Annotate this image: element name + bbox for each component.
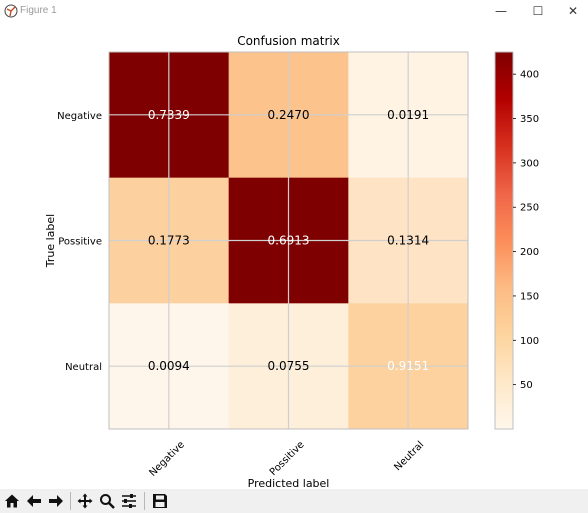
navigation-toolbar <box>0 489 588 513</box>
colorbar-tick-label: 300 <box>520 158 539 169</box>
back-button[interactable] <box>24 491 44 511</box>
cell-value-label: 0.1773 <box>148 234 190 248</box>
pan-icon <box>77 493 93 509</box>
cell-value-label: 0.2470 <box>268 108 310 122</box>
save-icon <box>153 494 167 508</box>
close-button[interactable]: ✕ <box>556 0 588 22</box>
chart-title: Confusion matrix <box>237 34 340 48</box>
home-button[interactable] <box>2 491 22 511</box>
forward-button[interactable] <box>46 491 66 511</box>
window-title: Figure 1 <box>20 5 57 16</box>
pan-button[interactable] <box>75 491 95 511</box>
x-tick-label: Possitive <box>268 439 307 478</box>
colorbar-tick-label: 150 <box>520 291 539 302</box>
y-axis-label: True label <box>44 214 57 268</box>
cell-value-label: 0.0755 <box>268 359 310 373</box>
y-tick-label: Negative <box>57 111 102 122</box>
y-tick-label: Neutral <box>65 362 102 373</box>
configure-subplots-icon <box>122 494 136 508</box>
cell-value-label: 0.7339 <box>148 108 190 122</box>
x-axis-label: Predicted label <box>248 477 330 489</box>
minimize-button[interactable]: — <box>484 0 518 22</box>
window-titlebar: Figure 1 — ☐ ✕ <box>0 0 588 25</box>
colorbar-tick-label: 100 <box>520 336 539 347</box>
save-button[interactable] <box>150 491 170 511</box>
x-tick-label: Neutral <box>392 439 426 473</box>
maximize-button[interactable]: ☐ <box>521 0 555 22</box>
matplotlib-icon <box>4 4 18 18</box>
colorbar <box>494 51 514 430</box>
colorbar-tick-label: 200 <box>520 247 539 258</box>
figure-canvas: 0.7339 0.2470 0.0191 0.1773 0.6913 0.1314 0.00… <box>0 24 588 490</box>
cell-value-label: 0.6913 <box>268 234 310 248</box>
y-tick-label: Possitive <box>58 237 102 248</box>
colorbar-tick-label: 250 <box>520 203 539 214</box>
cell-value-label: 0.9151 <box>387 359 429 373</box>
colorbar-tick-label: 350 <box>520 114 539 125</box>
configure-subplots-button[interactable] <box>119 491 139 511</box>
confusion-matrix-chart: 0.7339 0.2470 0.0191 0.1773 0.6913 0.1314 0.00… <box>44 34 539 490</box>
back-icon <box>27 495 41 507</box>
cell-value-label: 0.0191 <box>387 108 429 122</box>
close-icon: ✕ <box>567 4 579 18</box>
colorbar-tick-label: 400 <box>520 70 539 81</box>
cell-value-label: 0.0094 <box>148 359 190 373</box>
forward-icon <box>49 495 63 507</box>
cell-value-label: 0.1314 <box>387 234 429 248</box>
home-icon <box>5 494 19 508</box>
zoom-button[interactable] <box>97 491 117 511</box>
x-tick-label: Negative <box>147 439 187 479</box>
zoom-icon <box>100 494 115 509</box>
colorbar-tick-label: 50 <box>520 380 533 391</box>
maximize-icon: ☐ <box>532 4 544 18</box>
minimize-icon: — <box>495 4 507 18</box>
toolbar-separator <box>144 492 145 510</box>
plot-frame <box>108 51 469 430</box>
toolbar-separator <box>70 492 71 510</box>
